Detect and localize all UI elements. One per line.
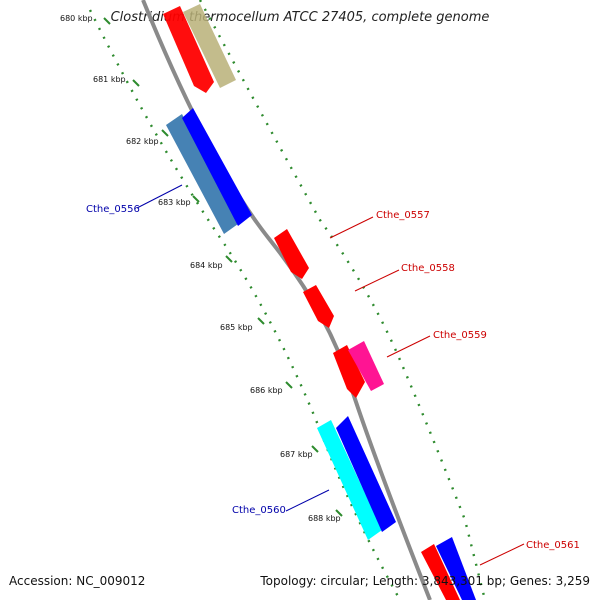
gene-label-cthe0556[interactable]: Cthe_0556 (86, 204, 140, 215)
major-ticks (103, 17, 343, 517)
tick-label-688: 688 kbp (308, 514, 341, 523)
leader-cthe0557 (329, 216, 374, 239)
gene-feature-cthe0557[interactable] (274, 229, 309, 279)
tick-label-680: 680 kbp (60, 14, 93, 23)
gene-feature-blue[interactable] (182, 108, 252, 226)
gene-label-cthe0559[interactable]: Cthe_0559 (433, 330, 487, 341)
tick-label-682: 682 kbp (126, 137, 159, 146)
gene-feature-olive-top (183, 4, 236, 88)
leader-cthe0561 (479, 543, 525, 566)
gene-feature-cthe0560-blue[interactable] (336, 416, 396, 532)
leader-cthe0560 (285, 489, 330, 512)
leader-cthe0558 (354, 269, 400, 292)
leader-cthe0559 (386, 335, 431, 358)
tick-label-683: 683 kbp (158, 198, 191, 207)
gene-feature-red-top[interactable] (163, 6, 214, 93)
tick-label-687: 687 kbp (280, 450, 313, 459)
tick-label-685: 685 kbp (220, 323, 253, 332)
gene-feature-cthe0558[interactable] (303, 285, 334, 328)
tick-track-left (88, 9, 402, 600)
tick-label-684: 684 kbp (190, 261, 223, 270)
gene-label-cthe0560[interactable]: Cthe_0560 (232, 505, 286, 516)
tick-label-681: 681 kbp (93, 75, 126, 84)
genome-summary-text: Topology: circular; Length: 3,843,301 bp… (260, 574, 590, 588)
gene-feature-cthe0559-red[interactable] (333, 345, 365, 398)
gene-feature-cthe0560-cyan[interactable] (317, 420, 382, 540)
gene-label-cthe0561[interactable]: Cthe_0561 (526, 540, 580, 551)
gene-label-cthe0558[interactable]: Cthe_0558 (401, 263, 455, 274)
tick-track-right (198, 0, 487, 600)
tick-label-686: 686 kbp (250, 386, 283, 395)
accession-text: Accession: NC_009012 (9, 574, 146, 588)
gene-feature-cthe0561-red[interactable] (421, 544, 460, 600)
gene-label-cthe0557[interactable]: Cthe_0557 (376, 210, 430, 221)
leader-cthe0556 (136, 184, 183, 209)
gene-feature-cthe0559-pink[interactable] (348, 341, 384, 391)
gene-feature-cthe0561-blue[interactable] (436, 537, 476, 600)
gene-feature-steelblue[interactable] (166, 114, 238, 234)
